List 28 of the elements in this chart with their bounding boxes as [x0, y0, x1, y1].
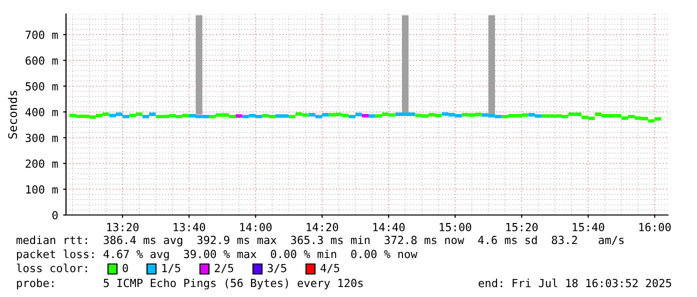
- x-tick-label: 15:00: [440, 222, 472, 232]
- legend-label: 1/5: [162, 264, 180, 274]
- y-axis-title: Seconds: [8, 90, 18, 139]
- text: median rtt: 386.4 ms avg 392.9 ms max 365.3 ms min 372.8 ms now 4.6 ms sd 83.2 am/s: [16, 236, 624, 246]
- y-tick-label: 300 m: [26, 134, 58, 142]
- y-tick-label: 100 m: [26, 185, 58, 194]
- x-tick-label: 13:20: [107, 222, 139, 232]
- legend-label: 4/5: [320, 264, 340, 274]
- legend-label: 2/5: [214, 264, 234, 274]
- y-tick-label: 600 m: [26, 56, 58, 65]
- legend-label: 0: [122, 264, 128, 272]
- x-tick-label: 16:00: [639, 222, 671, 232]
- x-tick-label: 15:40: [572, 222, 604, 232]
- y-tick-label: 700 m: [26, 30, 58, 40]
- x-tick-label: 13:40: [174, 222, 206, 232]
- text: end: Fri Jul 18 16:03:52 2025: [478, 278, 672, 288]
- y-tick-label: 500 m: [26, 82, 58, 91]
- legend-title: loss color:: [16, 264, 87, 272]
- x-tick-label: 14:00: [240, 222, 272, 232]
- legend-label: 3/5: [268, 264, 286, 274]
- x-tick-label: 14:20: [306, 222, 338, 232]
- x-tick-label: 15:20: [506, 222, 538, 232]
- y-tick-label: 0: [52, 211, 58, 220]
- text: packet loss: 4.67 % avg 39.00 % max 0.00 % min 0.00 % now: [17, 250, 418, 260]
- text: probe: 5 ICMP Echo Pings (56 Bytes) every 120s: [17, 278, 363, 290]
- y-tick-label: 400 m: [25, 108, 58, 116]
- x-tick-label: 14:40: [373, 222, 405, 232]
- y-tick-label: 200 m: [26, 159, 58, 168]
